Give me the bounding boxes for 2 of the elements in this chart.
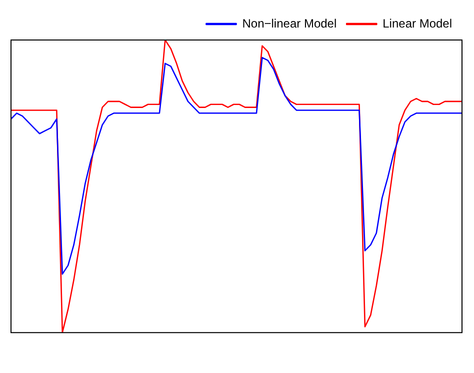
legend-label: Non−linear Model <box>242 16 337 30</box>
legend-label: Linear Model <box>382 16 452 30</box>
